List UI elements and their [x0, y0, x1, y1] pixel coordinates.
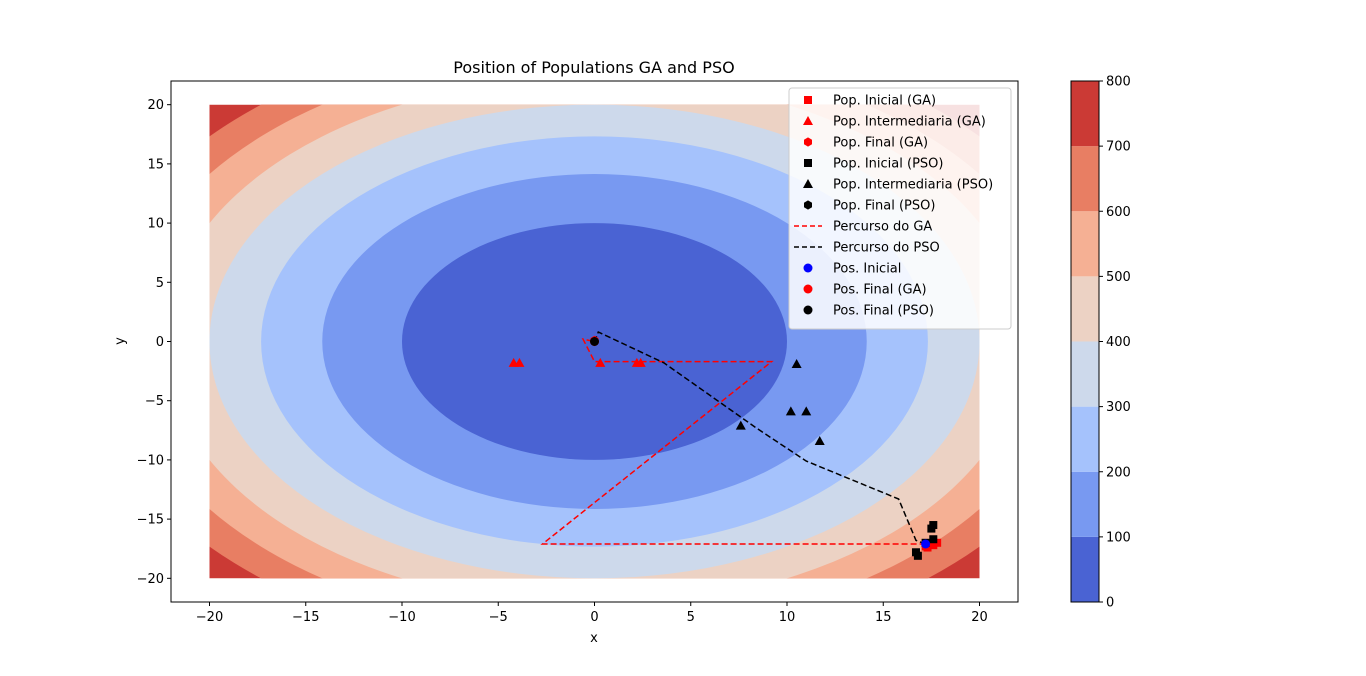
y-axis-ticks: 20 15 10 5 0 −5 −10 −15 −20 — [137, 98, 171, 587]
data-point-4-4 — [814, 435, 825, 445]
legend-marker — [803, 305, 813, 315]
legend-label: Pop. Intermediaria (PSO) — [833, 178, 993, 193]
data-point-1-2 — [595, 357, 606, 367]
data-point-8-0 — [590, 337, 599, 346]
data-point-6-0 — [921, 539, 931, 549]
data-point-3-1 — [929, 521, 938, 530]
legend-marker — [803, 263, 813, 273]
data-point-1-4 — [635, 357, 646, 367]
x-axis-ticks: −20 −15 −10 −5 0 5 10 15 20 — [196, 602, 988, 625]
colorbar-tick-label: 600 — [1106, 205, 1131, 220]
population-markers — [508, 335, 942, 560]
legend-label: Pop. Final (PSO) — [833, 199, 935, 214]
colorbar-band — [1071, 276, 1099, 342]
y-axis-label: y — [113, 337, 128, 345]
y-tick-label: −20 — [137, 572, 164, 587]
data-point-3-4 — [913, 551, 922, 560]
legend-label: Percurso do PSO — [833, 241, 940, 256]
colorbar-band — [1071, 81, 1099, 147]
x-axis-label: x — [590, 631, 598, 646]
colorbar-tick-label: 200 — [1106, 465, 1131, 480]
colorbar-tick-label: 800 — [1106, 75, 1131, 90]
colorbar-tick-label: 0 — [1106, 596, 1114, 611]
colorbar-band — [1071, 471, 1099, 537]
y-tick-label: −10 — [137, 453, 164, 468]
legend-label: Pop. Inicial (GA) — [833, 94, 936, 109]
x-tick-label: 20 — [971, 610, 988, 625]
y-tick-label: −15 — [137, 513, 164, 528]
data-point-4-1 — [735, 420, 746, 430]
colorbar-band — [1071, 211, 1099, 277]
x-tick-label: −10 — [388, 610, 415, 625]
legend-marker — [803, 284, 813, 294]
colorbar-tick-label: 300 — [1106, 400, 1131, 415]
legend-label: Pop. Inicial (PSO) — [833, 157, 943, 172]
y-tick-label: 5 — [156, 276, 164, 291]
colorbar-band — [1071, 146, 1099, 212]
x-tick-label: 10 — [779, 610, 796, 625]
legend-label: Percurso do GA — [833, 220, 932, 235]
legend-marker — [803, 116, 813, 125]
colorbar-tick-label: 100 — [1106, 530, 1131, 545]
y-tick-label: 15 — [147, 157, 164, 172]
legend-box — [788, 87, 1012, 330]
path-lines — [540, 330, 926, 545]
colorbar-tick-label: 700 — [1106, 140, 1131, 155]
colorbar-tick-label: 500 — [1106, 270, 1131, 285]
x-tick-label: 15 — [875, 610, 892, 625]
y-tick-label: 10 — [147, 217, 164, 232]
data-point-4-0 — [791, 358, 802, 368]
legend-marker — [804, 137, 812, 147]
colorbar-band — [1071, 406, 1099, 472]
x-tick-label: 0 — [590, 610, 598, 625]
data-point-4-3 — [801, 406, 812, 416]
y-tick-label: 20 — [147, 98, 164, 113]
x-tick-label: −5 — [489, 610, 508, 625]
colorbar-band — [1071, 536, 1099, 602]
path-line-0 — [540, 338, 926, 545]
x-tick-label: −15 — [292, 610, 319, 625]
colorbar: 0 100 200 300 400 500 600 700 800 — [1070, 75, 1131, 611]
legend-marker — [804, 159, 812, 167]
legend-marker — [804, 96, 812, 104]
legend-label: Pop. Intermediaria (GA) — [833, 115, 986, 130]
y-tick-label: −5 — [145, 394, 164, 409]
data-point-1-1 — [514, 357, 525, 367]
path-line-1 — [593, 330, 926, 545]
legend: Pop. Inicial (GA) Pop. Intermediaria (GA)… — [788, 87, 1012, 330]
legend-label: Pos. Final (PSO) — [833, 304, 934, 319]
data-point-0-4 — [929, 541, 938, 550]
x-tick-label: 5 — [687, 610, 695, 625]
colorbar-tick-label: 400 — [1106, 335, 1131, 350]
legend-label: Pos. Final (GA) — [833, 283, 927, 298]
x-tick-label: −20 — [196, 610, 223, 625]
legend-marker — [804, 200, 812, 210]
data-point-4-2 — [785, 406, 796, 416]
colorbar-band — [1071, 341, 1099, 407]
y-tick-label: 0 — [156, 335, 164, 350]
legend-label: Pos. Inicial — [833, 262, 901, 277]
legend-marker — [803, 179, 813, 188]
chart-title: Position of Populations GA and PSO — [453, 58, 734, 77]
legend-label: Pop. Final (GA) — [833, 136, 928, 151]
data-point-3-2 — [929, 535, 938, 544]
